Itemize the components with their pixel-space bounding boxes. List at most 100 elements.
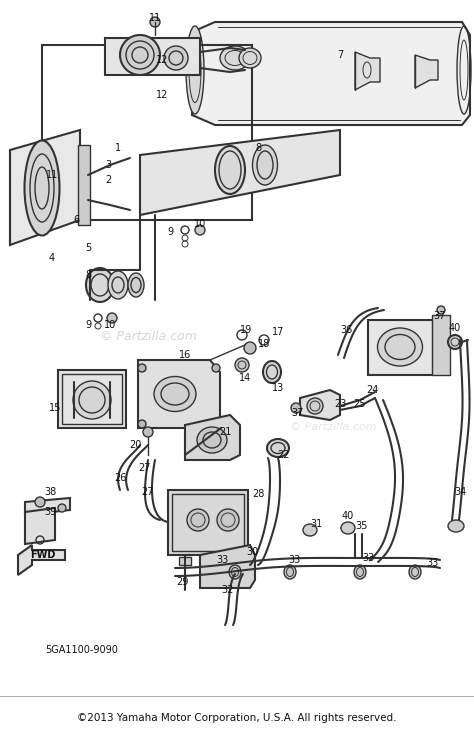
Ellipse shape (108, 271, 128, 299)
Text: 31: 31 (310, 519, 322, 529)
Ellipse shape (128, 273, 144, 297)
Text: 12: 12 (156, 55, 168, 65)
Bar (168, 490, 248, 555)
Circle shape (107, 313, 117, 323)
Ellipse shape (120, 35, 160, 75)
Ellipse shape (220, 46, 250, 70)
Text: 8: 8 (85, 270, 91, 280)
Ellipse shape (215, 146, 245, 194)
Circle shape (143, 427, 153, 437)
Text: 27: 27 (139, 463, 151, 473)
Text: 37: 37 (292, 408, 304, 418)
Polygon shape (415, 55, 438, 88)
Text: 23: 23 (334, 399, 346, 409)
Text: 8: 8 (255, 143, 261, 153)
Text: 29: 29 (176, 577, 188, 587)
Circle shape (212, 420, 220, 428)
Ellipse shape (284, 565, 296, 579)
Polygon shape (25, 508, 55, 544)
Text: 15: 15 (49, 403, 61, 413)
Circle shape (195, 225, 205, 235)
Ellipse shape (253, 145, 277, 185)
Text: 5GA1100-9090: 5GA1100-9090 (45, 645, 118, 655)
Text: 11: 11 (149, 13, 161, 23)
Text: 6: 6 (73, 215, 79, 225)
Ellipse shape (25, 140, 60, 236)
Polygon shape (200, 545, 255, 588)
Bar (62, 374, 122, 424)
Text: FWD: FWD (30, 550, 55, 560)
Circle shape (291, 403, 301, 413)
Text: 26: 26 (114, 473, 126, 483)
Circle shape (212, 364, 220, 372)
Circle shape (244, 342, 256, 354)
Text: 22: 22 (278, 450, 290, 460)
Ellipse shape (73, 381, 111, 419)
Text: 21: 21 (219, 427, 231, 437)
Text: 10: 10 (104, 320, 116, 330)
Text: 13: 13 (272, 383, 284, 393)
Text: © Partzilla.com: © Partzilla.com (290, 422, 377, 432)
Ellipse shape (217, 509, 239, 531)
Ellipse shape (267, 439, 289, 457)
Ellipse shape (229, 565, 241, 579)
Ellipse shape (86, 268, 114, 302)
Text: 32: 32 (222, 585, 234, 595)
Ellipse shape (377, 328, 422, 366)
Ellipse shape (246, 156, 274, 188)
Polygon shape (300, 390, 340, 420)
Circle shape (35, 497, 45, 507)
Circle shape (58, 504, 66, 512)
Bar (432, 315, 450, 375)
Text: © Partzilla.com: © Partzilla.com (100, 330, 197, 343)
Polygon shape (140, 130, 340, 215)
Text: 30: 30 (246, 547, 258, 557)
Text: 36: 36 (340, 325, 352, 335)
Circle shape (448, 335, 462, 349)
Text: 38: 38 (44, 487, 56, 497)
Ellipse shape (197, 427, 227, 453)
Polygon shape (105, 38, 200, 75)
Polygon shape (25, 498, 70, 515)
Text: 33: 33 (426, 558, 438, 568)
Polygon shape (355, 52, 380, 90)
Ellipse shape (409, 565, 421, 579)
Polygon shape (192, 22, 470, 125)
Text: 28: 28 (252, 489, 264, 499)
Text: 9: 9 (167, 227, 173, 237)
Ellipse shape (154, 377, 196, 412)
Ellipse shape (303, 524, 317, 536)
Text: 35: 35 (356, 521, 368, 531)
Text: 11: 11 (46, 170, 58, 180)
Text: 7: 7 (337, 50, 343, 60)
Circle shape (138, 420, 146, 428)
Bar (42, 45, 252, 220)
Ellipse shape (341, 522, 355, 534)
Polygon shape (138, 360, 220, 428)
Text: 1: 1 (115, 143, 121, 153)
Bar (78, 145, 90, 225)
Text: 33: 33 (216, 555, 228, 565)
Text: 16: 16 (179, 350, 191, 360)
Text: 2: 2 (105, 175, 111, 185)
Ellipse shape (186, 26, 204, 114)
Polygon shape (185, 415, 240, 460)
Text: 25: 25 (354, 399, 366, 409)
Bar (58, 370, 126, 428)
Ellipse shape (187, 509, 209, 531)
Circle shape (437, 306, 445, 314)
Ellipse shape (448, 520, 464, 532)
Ellipse shape (239, 48, 261, 68)
Text: 40: 40 (449, 323, 461, 333)
Text: 14: 14 (239, 373, 251, 383)
Text: 27: 27 (142, 487, 154, 497)
Text: 39: 39 (44, 507, 56, 517)
Circle shape (307, 398, 323, 414)
Circle shape (138, 364, 146, 372)
Text: 5: 5 (85, 243, 91, 253)
Text: 19: 19 (240, 325, 252, 335)
Text: 3: 3 (105, 160, 111, 170)
Text: 33: 33 (288, 555, 300, 565)
Polygon shape (18, 545, 65, 575)
Circle shape (235, 358, 249, 372)
